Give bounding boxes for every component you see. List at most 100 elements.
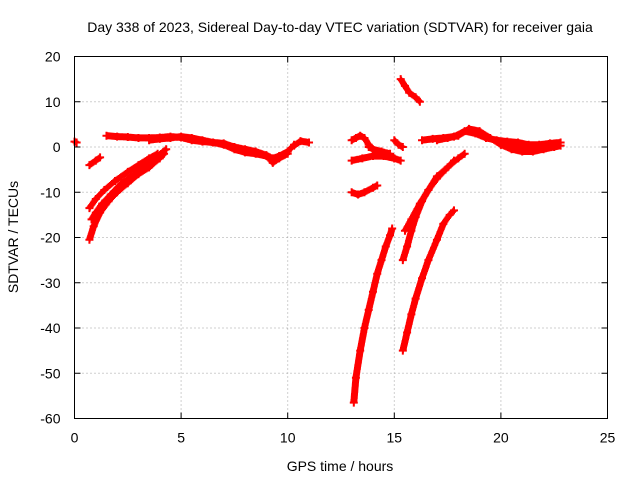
data-point — [364, 143, 373, 151]
data-point — [454, 154, 463, 163]
y-tick-label: -50 — [40, 365, 60, 381]
data-point — [368, 183, 377, 192]
data-point — [368, 152, 377, 161]
data-point — [398, 143, 407, 151]
data-point — [449, 206, 458, 215]
data-point — [113, 132, 122, 141]
data-point — [347, 136, 356, 145]
data-point — [177, 132, 186, 141]
series-arc-day-c — [290, 137, 314, 150]
data-point — [415, 199, 424, 208]
data-point — [411, 294, 420, 303]
y-tick-label: 10 — [45, 94, 61, 110]
data-point — [373, 269, 382, 278]
data-point — [347, 156, 356, 165]
y-tick-label: -30 — [40, 275, 60, 291]
x-tick-labels: 0 5 10 15 20 25 — [71, 430, 616, 446]
data-point — [262, 152, 271, 161]
data-point — [496, 140, 505, 149]
series-arc-early-short — [85, 153, 105, 170]
data-point — [153, 149, 162, 158]
data-point — [106, 190, 115, 199]
data-point — [283, 149, 292, 158]
chart-title: Day 338 of 2023, Sidereal Day-to-day VTE… — [87, 19, 593, 35]
x-tick-label: 10 — [280, 430, 296, 446]
data-point — [432, 136, 441, 145]
series-arc-spike — [396, 75, 424, 106]
data-point — [368, 287, 377, 296]
y-tick-label: -20 — [40, 230, 60, 246]
data-point — [251, 149, 260, 158]
data-point — [528, 145, 537, 154]
data-point — [85, 204, 94, 213]
data-point — [518, 145, 527, 154]
y-tick-label: 0 — [53, 139, 61, 155]
data-point — [364, 305, 373, 314]
data-point — [418, 136, 427, 145]
data-point — [209, 138, 218, 147]
data-point — [398, 256, 407, 265]
data-point — [91, 195, 100, 204]
y-tick-label: -40 — [40, 320, 60, 336]
data-point — [445, 210, 454, 219]
series-arc-late-c — [496, 140, 559, 154]
data-point — [162, 145, 171, 154]
data-point — [411, 93, 420, 102]
data-point — [87, 215, 96, 224]
series-arc-climb-b — [400, 149, 469, 235]
data-point — [400, 226, 409, 235]
data-point — [390, 136, 399, 145]
x-tick-label: 5 — [177, 430, 185, 446]
data-point — [117, 179, 126, 188]
data-point — [241, 148, 250, 157]
data-point — [85, 161, 94, 170]
data-point — [360, 188, 369, 197]
data-point — [360, 324, 369, 332]
data-point — [388, 224, 397, 233]
data-point — [439, 219, 448, 228]
x-tick-label: 15 — [387, 430, 403, 446]
data-point — [275, 154, 284, 163]
data-point — [486, 133, 495, 142]
grid — [74, 56, 608, 419]
data-point — [358, 154, 367, 163]
data-point — [424, 185, 433, 194]
data-point — [443, 163, 452, 172]
data-point — [166, 133, 175, 142]
data-point — [418, 274, 427, 283]
data-point — [102, 131, 111, 140]
data-point — [230, 145, 239, 154]
data-point — [85, 235, 94, 244]
y-axis-title: SDTVAR / TECUs — [5, 181, 21, 293]
data-point — [123, 133, 132, 142]
data-point — [145, 136, 154, 145]
data-point — [134, 161, 143, 170]
data-point — [198, 136, 207, 145]
x-tick-label: 20 — [493, 430, 509, 446]
data-point — [187, 133, 196, 142]
data-point — [539, 143, 548, 151]
data-point — [405, 88, 414, 97]
data-point — [390, 154, 399, 163]
data-point — [296, 137, 305, 146]
data-point — [403, 328, 412, 337]
data-point — [407, 215, 416, 224]
data-point — [91, 156, 100, 165]
data-point — [381, 242, 390, 251]
series-arc-day-b — [145, 132, 292, 167]
x-tick-label: 25 — [600, 430, 616, 446]
data-point — [100, 185, 109, 194]
data-point — [351, 133, 360, 142]
axis-ticks — [74, 56, 608, 419]
data-point — [396, 156, 405, 165]
x-tick-label: 0 — [71, 430, 79, 446]
data-series — [70, 75, 565, 407]
data-point — [381, 152, 390, 161]
data-point — [407, 310, 416, 319]
data-point — [96, 153, 105, 162]
data-point — [475, 127, 484, 136]
data-point — [290, 141, 299, 150]
data-point — [373, 181, 382, 190]
series-arc-climb-a — [398, 156, 458, 265]
